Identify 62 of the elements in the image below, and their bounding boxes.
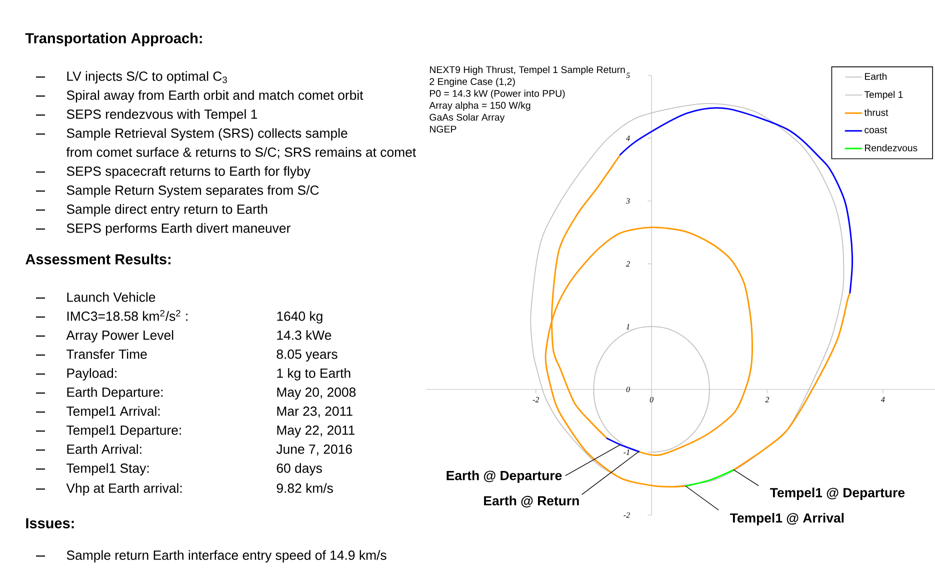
text: SEPS rendezvous with Tempel 1 [66,109,258,122]
y-tick-label: 4 [626,136,630,141]
text: NEXT9 High Thrust, Tempel 1 Sample Return [430,66,625,75]
text: May 22, 2011 [277,426,355,438]
annotation: NGEP [430,126,456,133]
text: 9.82 km/s [276,483,333,493]
x-tick-label: 0 [650,396,654,402]
legend-label: Earth [865,72,887,80]
text: 14.3 kWe [277,330,332,340]
text: Launch Vehicle [67,292,156,302]
annotation: Array alpha = 150 W/kg [429,102,530,111]
text: 8.05 years [276,350,338,362]
text: Earth Arrival: [67,444,142,454]
legend-label: Rendezvous [865,144,918,152]
text: from comet surface & returns to S/C; SRS remains at comet [66,147,416,158]
y-tick-label: 3 [626,198,630,204]
text: SEPS performs Earth divert maneuver [66,223,290,236]
text: SEPS spacecraft returns to Earth for flyby [66,166,310,178]
legend-label: coast [864,126,888,134]
y-tick-label: 1 [626,324,630,330]
annotation: Tempel1 @ Departure [770,488,905,500]
text: Tempel1 Arrival: [66,406,160,418]
text: Tempel1 Departure: [66,425,181,438]
x-tick-label: 4 [880,396,885,402]
text: Earth Departure: [67,387,163,400]
text: Issues: [26,518,74,528]
annotation: GaAs Solar Array [430,114,505,123]
text: Tempel1 Stay: [66,463,149,476]
text: 1640 kg [277,311,322,324]
y-tick-label: -2 [624,512,630,518]
text: May 20, 2008 [277,388,356,400]
text: Assessment Results: [26,254,170,264]
text: Sample return Earth interface entry speed of 14.9 km/s [66,550,386,562]
text: Payload: [67,368,116,380]
text: 1 kg to Earth [277,368,350,380]
y-tick-label: 2 [626,261,630,266]
text: Array Power Level [66,330,174,342]
annotation: Earth @ Departure [446,470,562,483]
text: Transportation Approach: [25,32,202,46]
text: LV injects S/C to optimal C$_{3}$ [67,71,227,84]
annotation: Tempel1 @ Arrival [730,512,844,526]
text: Sample direct entry return to Earth [66,204,268,216]
text: IMC3=18.58 km$^{2}$/s$^{2}$ : [67,310,188,321]
annotation: Earth @ Return [484,496,579,508]
text: Vhp at Earth arrival: [66,483,182,496]
text: Mar 23, 2011 [277,406,352,418]
text: Sample Retrieval System (SRS) collects sample [66,128,348,140]
y-tick-label: 5 [626,72,630,78]
legend-label: thrust [864,108,888,116]
x-tick-label: -2 [532,396,540,402]
text: 60 days [276,463,322,476]
x-tick-label: 2 [765,396,770,402]
text: Sample Return System separates from S/C [66,185,319,198]
line-series [593,326,710,453]
text: Transfer Time [66,349,147,359]
legend-label: Tempel 1 [864,90,903,100]
annotation: 2 Engine Case (1,2) [430,78,515,87]
annotation: P0 = 14.3 kW (Power into PPU) [430,90,565,99]
text: June 7, 2016 [276,444,352,456]
y-tick-label: 0 [626,386,630,392]
y-tick-label: -1 [624,450,630,455]
text: Spiral away from Earth orbit and match comet orbit [66,90,364,102]
